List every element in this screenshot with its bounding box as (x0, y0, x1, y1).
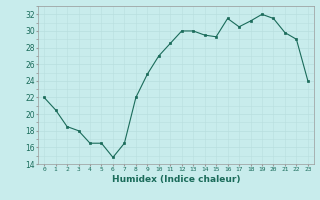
X-axis label: Humidex (Indice chaleur): Humidex (Indice chaleur) (112, 175, 240, 184)
